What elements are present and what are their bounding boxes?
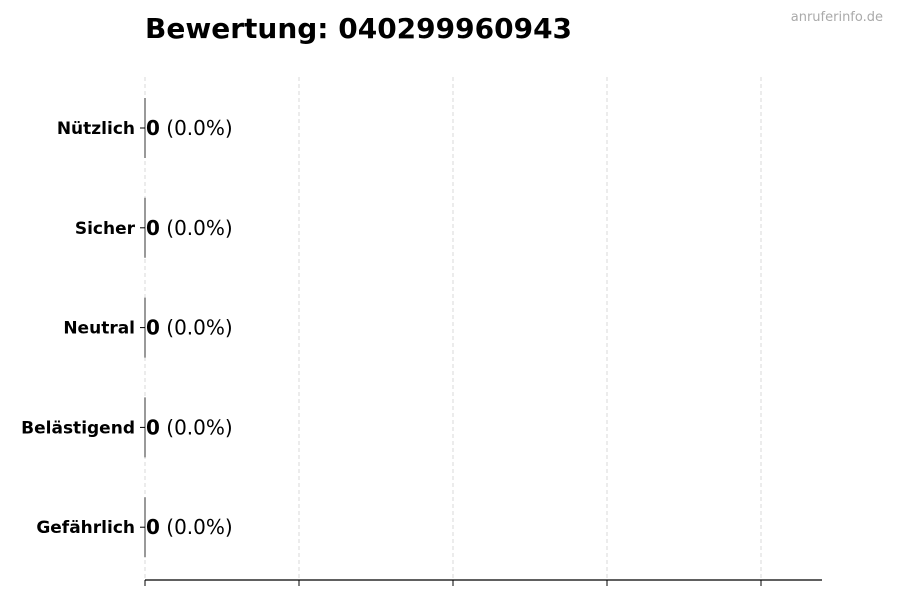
percent-label: (0.0%): [160, 515, 233, 539]
data-label: 0 (0.0%): [146, 316, 233, 340]
category-label: Nützlich: [57, 119, 135, 139]
percent-label: (0.0%): [160, 415, 233, 439]
chart-title: Bewertung: 040299960943: [145, 12, 573, 45]
count-label: 0: [146, 316, 160, 340]
watermark: anruferinfo.de: [790, 10, 883, 25]
count-label: 0: [146, 116, 160, 140]
data-label: 0 (0.0%): [146, 216, 233, 240]
count-label: 0: [146, 415, 160, 439]
category-label: Belästigend: [21, 418, 135, 438]
data-label: 0 (0.0%): [146, 415, 233, 439]
category-label: Neutral: [63, 319, 135, 339]
data-label: 0 (0.0%): [146, 515, 233, 539]
percent-label: (0.0%): [160, 116, 233, 140]
count-label: 0: [146, 216, 160, 240]
percent-label: (0.0%): [160, 316, 233, 340]
percent-label: (0.0%): [160, 216, 233, 240]
category-label: Gefährlich: [36, 518, 135, 538]
data-label: 0 (0.0%): [146, 116, 233, 140]
category-label: Sicher: [75, 219, 136, 239]
count-label: 0: [146, 515, 160, 539]
